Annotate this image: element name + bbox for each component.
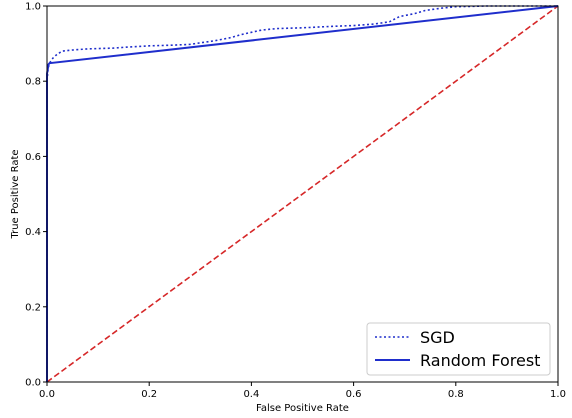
y-tick-label: 0.4 (25, 227, 41, 238)
y-axis-ticks: 0.0 0.2 0.4 0.6 0.8 1.0 (25, 2, 47, 389)
x-tick-label: 0.0 (39, 389, 55, 400)
chance-diagonal-line (46, 5, 559, 383)
y-tick-label: 0.8 (25, 77, 41, 88)
x-axis-ticks: 0.0 0.2 0.4 0.6 0.8 1.0 (39, 382, 566, 400)
y-tick-label: 0.2 (25, 302, 41, 313)
x-tick-label: 1.0 (550, 389, 566, 400)
legend-sgd-label: SGD (420, 328, 455, 347)
sgd-line (46, 5, 558, 382)
y-tick-label: 0.6 (25, 152, 41, 163)
x-tick-label: 0.4 (243, 389, 259, 400)
x-tick-label: 0.6 (346, 389, 362, 400)
legend: SGD Random Forest (366, 322, 551, 376)
plot-frame (46, 5, 559, 383)
y-tick-label: 1.0 (25, 2, 41, 13)
y-tick-label: 0.0 (25, 378, 41, 389)
x-tick-label: 0.2 (141, 389, 157, 400)
y-axis-label: True Positive Rate (10, 149, 21, 239)
legend-box (366, 322, 551, 376)
legend-random-forest-label: Random Forest (420, 351, 540, 370)
x-tick-label: 0.8 (448, 389, 464, 400)
x-axis-label: False Positive Rate (256, 403, 349, 414)
